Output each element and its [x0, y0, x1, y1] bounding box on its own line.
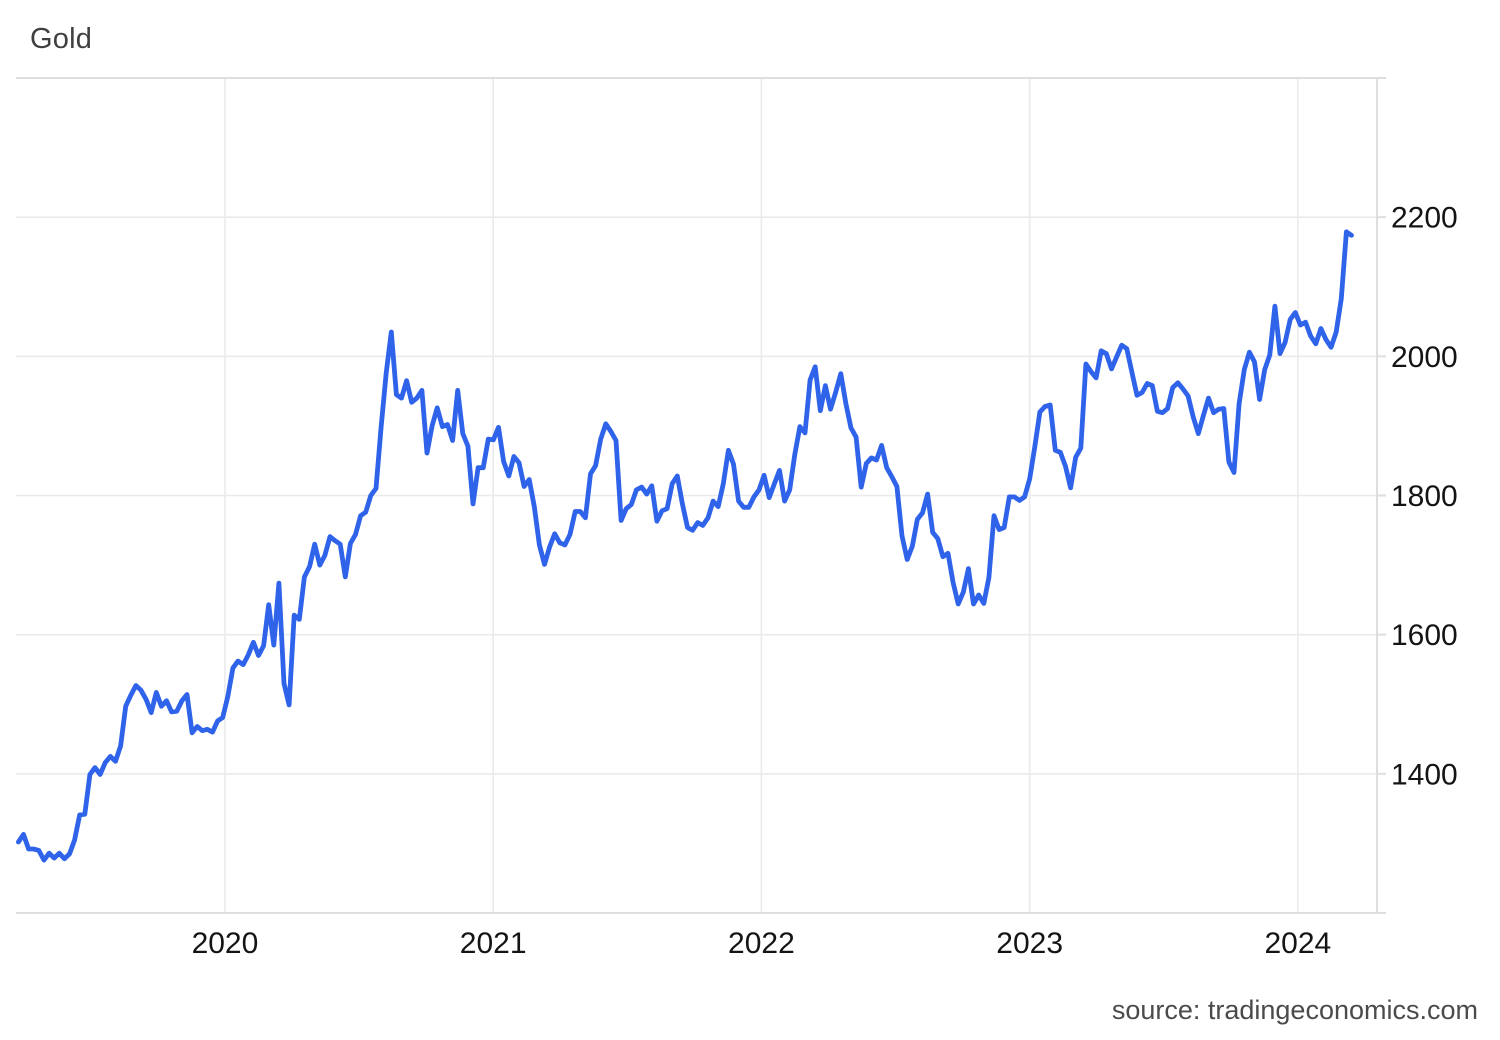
x-axis-label: 2020 — [192, 927, 259, 960]
x-axis-label: 2021 — [460, 927, 527, 960]
x-axis-label: 2023 — [996, 927, 1063, 960]
price-line — [15, 229, 1354, 863]
y-axis-label: 2000 — [1391, 341, 1458, 374]
source-attribution: source: tradingeconomics.com — [1111, 995, 1478, 1025]
y-axis-label: 1800 — [1391, 480, 1458, 513]
y-axis-label: 1400 — [1391, 758, 1458, 791]
page-title: Gold — [30, 23, 93, 55]
x-axis-label: 2022 — [728, 927, 795, 960]
y-axis-label: 1600 — [1391, 619, 1458, 652]
y-axis-label: 2200 — [1391, 202, 1458, 235]
x-axis-label: 2024 — [1264, 927, 1331, 960]
